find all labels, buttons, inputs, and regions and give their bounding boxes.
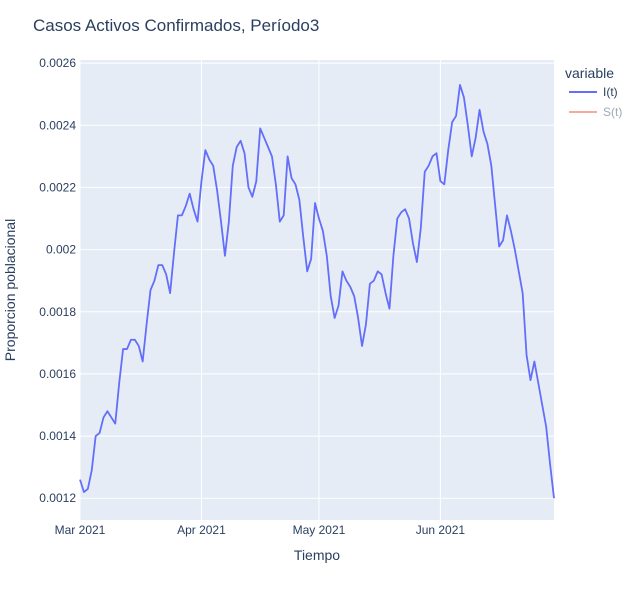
y-tick-label: 0.0016: [39, 367, 76, 381]
x-axis: Mar 2021 Apr 2021 May 2021 Jun 2021: [55, 523, 466, 537]
y-tick-label: 0.0024: [39, 118, 76, 132]
x-tick-label: May 2021: [293, 523, 346, 537]
y-tick-label: 0.002: [46, 243, 76, 257]
series-line-i[interactable]: [79, 83, 555, 499]
x-tick-label: Jun 2021: [416, 523, 466, 537]
legend-item-i[interactable]: I(t): [569, 85, 618, 99]
y-tick-label: 0.0026: [39, 56, 76, 70]
x-tick-label: Mar 2021: [55, 523, 106, 537]
y-tick-label: 0.0022: [39, 180, 76, 194]
legend-label-s: S(t): [603, 105, 622, 119]
legend: variable I(t) S(t): [565, 65, 622, 119]
x-axis-title: Tiempo: [294, 547, 340, 563]
y-axis: 0.0012 0.0014 0.0016 0.0018 0.002 0.0022 0.002…: [39, 56, 76, 505]
legend-title: variable: [565, 65, 614, 81]
y-axis-title: Proporcion poblacional: [2, 219, 18, 361]
chart-title: Casos Activos Confirmados, Período3: [33, 16, 319, 35]
grid-layer: [79, 60, 554, 520]
series-layer: [79, 83, 555, 499]
y-tick-label: 0.0014: [39, 429, 76, 443]
y-tick-label: 0.0018: [39, 305, 76, 319]
legend-item-s[interactable]: S(t): [569, 105, 622, 119]
x-tick-label: Apr 2021: [177, 523, 226, 537]
y-tick-label: 0.0012: [39, 491, 76, 505]
legend-label-i: I(t): [603, 85, 618, 99]
